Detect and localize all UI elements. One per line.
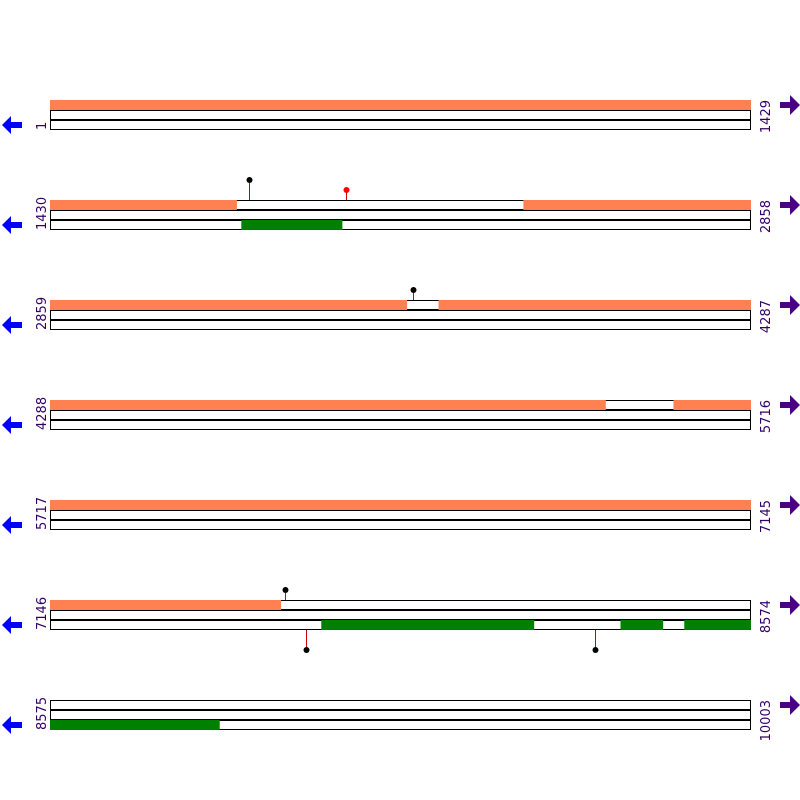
arrow-right-icon bbox=[780, 195, 800, 215]
orf-segment bbox=[50, 400, 606, 410]
sequence-row: 8575 10003 bbox=[2, 695, 800, 741]
track-2 bbox=[50, 410, 751, 420]
row-end-coordinate: 5716 bbox=[759, 400, 774, 433]
orf-segment bbox=[241, 220, 343, 230]
arrow-left-icon bbox=[2, 116, 22, 134]
row-end-coordinate: 10003 bbox=[759, 700, 774, 741]
row-end-coordinate: 4287 bbox=[759, 300, 774, 333]
arrow-right-icon bbox=[780, 395, 800, 415]
arrow-right-icon bbox=[780, 595, 800, 615]
orf-segment bbox=[50, 600, 282, 610]
track-2 bbox=[50, 110, 751, 120]
track-2 bbox=[50, 610, 751, 620]
marker-head bbox=[282, 587, 289, 593]
arrow-left-icon bbox=[2, 416, 22, 434]
track-3 bbox=[50, 220, 751, 230]
orf-segment bbox=[673, 400, 751, 410]
arrow-left-icon bbox=[2, 616, 22, 634]
orf-segment bbox=[684, 620, 751, 630]
orf-segment bbox=[50, 720, 220, 730]
track-2 bbox=[50, 210, 751, 220]
row-end-coordinate: 8574 bbox=[759, 600, 774, 633]
row-start-coordinate: 4288 bbox=[35, 397, 50, 430]
row-end-coordinate: 7145 bbox=[759, 500, 774, 533]
orf-segment bbox=[620, 620, 664, 630]
row-start-coordinate: 1 bbox=[35, 122, 50, 130]
track-2 bbox=[50, 710, 751, 720]
sequence-row: 5717 7145 bbox=[2, 495, 800, 534]
arrow-left-icon bbox=[2, 716, 22, 734]
row-end-coordinate: 1429 bbox=[759, 100, 774, 133]
orf-segment bbox=[50, 300, 408, 310]
track-2 bbox=[50, 510, 751, 520]
row-start-coordinate: 8575 bbox=[35, 697, 50, 730]
sequence-row: 2859 4287 bbox=[2, 287, 800, 334]
marker-head bbox=[303, 647, 310, 653]
track-3 bbox=[50, 420, 751, 430]
track-3 bbox=[50, 120, 751, 130]
sequence-row: 7146 8574 bbox=[2, 587, 800, 653]
orf-segment bbox=[321, 620, 535, 630]
arrow-right-icon bbox=[780, 495, 800, 515]
arrow-left-icon bbox=[2, 516, 22, 534]
track-3 bbox=[50, 320, 751, 330]
arrow-left-icon bbox=[2, 216, 22, 234]
arrow-right-icon bbox=[780, 295, 800, 315]
arrow-right-icon bbox=[780, 695, 800, 715]
arrow-left-icon bbox=[2, 316, 22, 334]
track-2 bbox=[50, 310, 751, 320]
marker-head bbox=[343, 187, 350, 193]
marker-head bbox=[592, 647, 599, 653]
track-1 bbox=[50, 700, 751, 710]
orf-segment bbox=[50, 100, 751, 110]
track-3 bbox=[50, 520, 751, 530]
marker-head bbox=[410, 287, 417, 293]
sequence-row: 1 1429 bbox=[2, 95, 800, 134]
orf-segment bbox=[523, 200, 751, 210]
row-start-coordinate: 7146 bbox=[35, 597, 50, 630]
row-start-coordinate: 5717 bbox=[35, 497, 50, 530]
sequence-row: 1430 2858 bbox=[2, 177, 800, 234]
row-end-coordinate: 2858 bbox=[759, 200, 774, 233]
arrow-right-icon bbox=[780, 95, 800, 115]
orf-segment bbox=[438, 300, 751, 310]
orf-segment bbox=[50, 200, 237, 210]
sequence-row: 4288 5716 bbox=[2, 395, 800, 434]
row-start-coordinate: 1430 bbox=[35, 197, 50, 230]
orf-segment bbox=[50, 500, 751, 510]
marker-head bbox=[246, 177, 253, 183]
row-start-coordinate: 2859 bbox=[35, 297, 50, 330]
